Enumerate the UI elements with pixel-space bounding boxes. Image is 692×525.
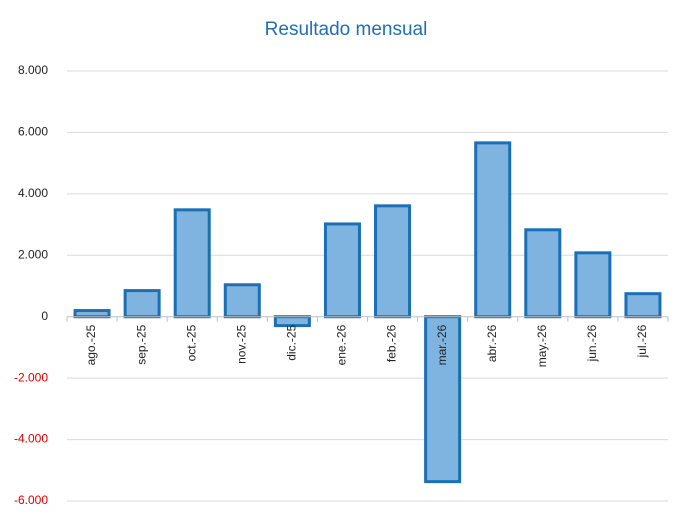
x-tick-label: feb.-26 — [385, 324, 399, 362]
y-tick-label: 8.000 — [18, 63, 48, 77]
bar — [524, 228, 562, 319]
bar — [374, 204, 412, 319]
bar — [123, 289, 161, 319]
x-tick-label: sep.-25 — [134, 324, 148, 364]
chart-title: Resultado mensual — [265, 19, 428, 40]
bar — [173, 208, 211, 319]
bar — [273, 315, 311, 328]
x-tick-label: may.-26 — [535, 324, 549, 367]
x-tick-label: ago.-25 — [84, 324, 98, 365]
x-tick-label: nov.-25 — [234, 324, 248, 363]
bar — [424, 315, 462, 484]
bar — [574, 251, 612, 319]
x-tick-label: jul.-26 — [635, 324, 649, 358]
y-tick-label: -4.000 — [14, 432, 48, 446]
y-tick-label: 0 — [41, 309, 48, 323]
y-tick-label: -6.000 — [14, 493, 48, 507]
x-tick-label: oct.-25 — [184, 324, 198, 361]
y-tick-label: 4.000 — [18, 186, 48, 200]
x-tick-label: abr.-26 — [485, 324, 499, 362]
y-tick-label: 2.000 — [18, 247, 48, 261]
bar — [73, 309, 111, 319]
x-tick-label: mar.-26 — [435, 324, 449, 365]
bar — [474, 141, 512, 319]
bar — [624, 292, 662, 319]
bar — [223, 283, 261, 319]
y-tick-label: 6.000 — [18, 125, 48, 139]
x-tick-label: ene.-26 — [335, 324, 349, 365]
y-tick-label: -2.000 — [14, 370, 48, 384]
x-tick-label: jun.-26 — [585, 324, 599, 362]
bar — [323, 222, 361, 319]
x-tick-label: dic.-25 — [285, 324, 299, 360]
